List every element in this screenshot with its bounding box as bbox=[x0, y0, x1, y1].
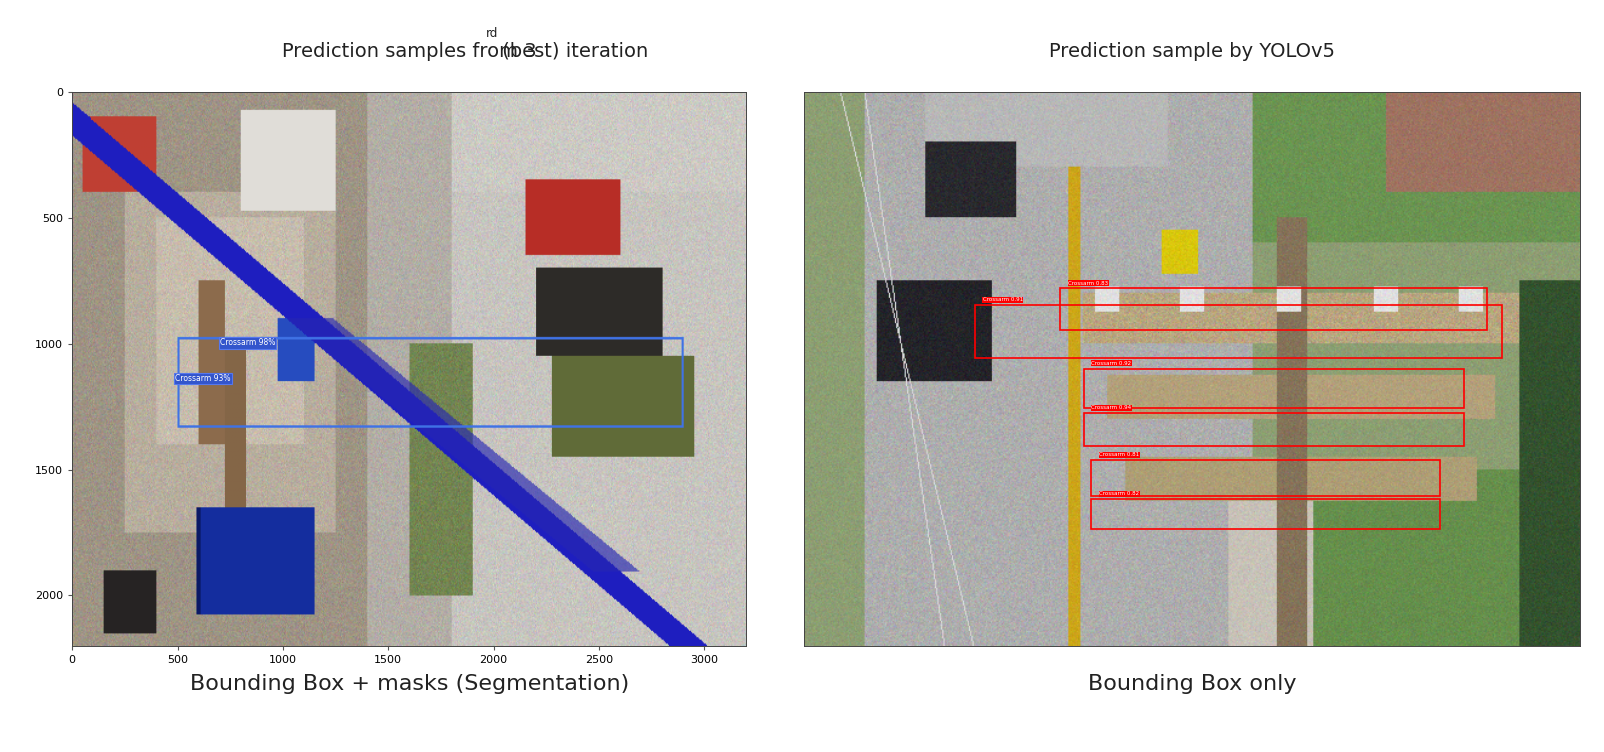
Text: Crossarm 0.81: Crossarm 0.81 bbox=[1099, 453, 1139, 457]
Bar bbox=[1091, 499, 1440, 529]
Text: Crossarm 0.92: Crossarm 0.92 bbox=[1091, 361, 1131, 366]
Bar bbox=[1091, 460, 1440, 496]
Text: Prediction samples from 3: Prediction samples from 3 bbox=[282, 42, 537, 61]
Text: Bounding Box only: Bounding Box only bbox=[1088, 674, 1296, 694]
Text: Prediction sample by YOLOv5: Prediction sample by YOLOv5 bbox=[1049, 42, 1335, 61]
Bar bbox=[1060, 288, 1487, 330]
Text: Crossarm 0.82: Crossarm 0.82 bbox=[1099, 491, 1139, 496]
Bar bbox=[1084, 413, 1463, 447]
Text: Crossarm 0.91: Crossarm 0.91 bbox=[983, 297, 1023, 302]
Bar bbox=[1084, 368, 1463, 408]
Bar bbox=[975, 305, 1503, 358]
Text: Crossarm 0.94: Crossarm 0.94 bbox=[1091, 405, 1131, 411]
Text: Crossarm 0.83: Crossarm 0.83 bbox=[1068, 280, 1108, 286]
Text: Crossarm 98%: Crossarm 98% bbox=[220, 338, 274, 347]
Text: Bounding Box + masks (Segmentation): Bounding Box + masks (Segmentation) bbox=[189, 674, 629, 694]
Text: Crossarm 93%: Crossarm 93% bbox=[175, 374, 231, 383]
Text: rd: rd bbox=[486, 27, 499, 41]
Text: (best) iteration: (best) iteration bbox=[496, 42, 648, 61]
